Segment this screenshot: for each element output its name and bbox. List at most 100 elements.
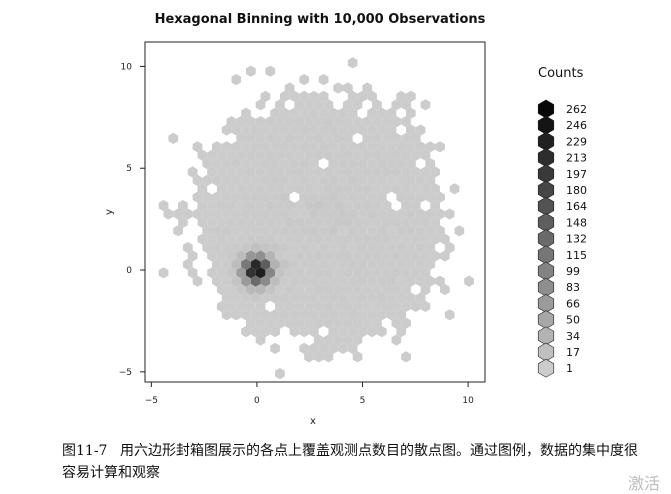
hexbin-cell bbox=[347, 258, 358, 270]
hexbin-cell bbox=[430, 233, 440, 245]
hexbin-cell bbox=[260, 90, 271, 102]
hexbin-cell bbox=[401, 267, 411, 279]
hexbin-cell bbox=[241, 242, 251, 254]
hexbin-cell bbox=[241, 174, 251, 186]
hexbin-cell bbox=[202, 174, 213, 186]
legend-hexagon bbox=[537, 294, 555, 313]
hexbin-cell bbox=[231, 174, 242, 186]
hexbin-cell bbox=[454, 225, 465, 237]
hexbin-cell bbox=[202, 191, 213, 203]
hexbin-cell bbox=[415, 258, 426, 270]
hexbin-cell bbox=[173, 208, 183, 220]
hexbin-cell bbox=[333, 132, 343, 144]
hexbin-cell bbox=[241, 107, 251, 119]
hexbin-cell bbox=[294, 216, 305, 228]
hexbin-cell bbox=[391, 300, 402, 312]
hexbin-cell bbox=[410, 132, 421, 144]
hexbin-cell bbox=[362, 149, 373, 161]
hexbin-cell bbox=[255, 233, 266, 245]
hexbin-cell bbox=[386, 225, 397, 237]
hexbin-cell bbox=[420, 166, 431, 178]
hexbin-cell bbox=[435, 225, 445, 237]
plot-frame bbox=[144, 41, 486, 383]
hexbin-cell bbox=[241, 158, 251, 170]
hexbin-cell bbox=[352, 233, 363, 245]
hexbin-cell bbox=[275, 317, 285, 329]
hexbin-cell bbox=[323, 300, 334, 312]
hexbin-cell bbox=[289, 258, 300, 270]
hexbin-cell bbox=[425, 141, 436, 153]
hexbin-cell bbox=[309, 191, 319, 203]
hexbin-cell bbox=[318, 141, 329, 153]
hexbin-cell bbox=[352, 183, 363, 195]
hexbin-cell bbox=[226, 284, 237, 296]
hexbin-cell bbox=[304, 351, 314, 363]
hexbin-cell bbox=[406, 90, 416, 102]
hexbin-cell bbox=[333, 116, 343, 128]
hexbin-cell bbox=[178, 200, 188, 212]
hexbin-cell bbox=[376, 191, 387, 203]
hexbin-cell bbox=[236, 216, 246, 228]
hexbin-cell bbox=[241, 292, 251, 304]
hexbin-cell bbox=[250, 174, 261, 186]
hexbin-cell bbox=[333, 149, 343, 161]
hexbin-cell bbox=[304, 132, 314, 144]
hexbin-cell bbox=[328, 124, 339, 136]
hexbin-cell bbox=[323, 99, 334, 111]
hexbin-cell bbox=[279, 208, 290, 220]
hexbin-cell bbox=[357, 191, 368, 203]
hexbin-cell bbox=[420, 284, 431, 296]
hexbin-cell bbox=[386, 124, 397, 136]
hexbin-cell bbox=[396, 208, 407, 220]
hexbin-cell bbox=[294, 267, 305, 279]
hexbin-cell bbox=[415, 174, 426, 186]
hexbin-cell bbox=[401, 116, 411, 128]
hexbin-cell bbox=[342, 183, 353, 195]
hexbin-cell bbox=[352, 166, 363, 178]
hexbin-cell bbox=[241, 124, 251, 136]
hexbin-cell bbox=[245, 65, 256, 77]
hexbin-cell bbox=[187, 166, 198, 178]
hexbin-cell bbox=[207, 149, 217, 161]
hexbin-cell bbox=[372, 216, 382, 228]
hexbin-cell bbox=[289, 292, 300, 304]
hexbin-cell bbox=[352, 300, 363, 312]
hexbin-cell bbox=[275, 300, 285, 312]
hexbin-cell bbox=[250, 124, 261, 136]
hexbin-cell bbox=[221, 191, 232, 203]
hexbin-cell bbox=[313, 166, 324, 178]
hexbin-cell bbox=[435, 141, 445, 153]
hexbin-cell bbox=[328, 342, 339, 354]
hexbin-cell bbox=[313, 149, 324, 161]
hexbin-cell bbox=[231, 74, 242, 86]
hexbin-cell bbox=[372, 149, 382, 161]
y-tick-label: 10 bbox=[121, 62, 133, 72]
hexbin-cell bbox=[396, 191, 407, 203]
hexbin-cell bbox=[221, 141, 232, 153]
hexbin-cell bbox=[270, 191, 280, 203]
hexbin-cell bbox=[420, 99, 431, 111]
hexbin-cell bbox=[231, 242, 242, 254]
hexbin-cell bbox=[265, 183, 276, 195]
hexbin-cell bbox=[328, 174, 339, 186]
hexbin-cell bbox=[342, 284, 353, 296]
hexbin-cell bbox=[425, 174, 436, 186]
hexbin-cell bbox=[318, 191, 329, 203]
hexbin-cell bbox=[284, 216, 295, 228]
hexbin-cell bbox=[241, 191, 251, 203]
hexbin-cell bbox=[430, 166, 440, 178]
hexbin-cell bbox=[299, 309, 310, 321]
hexbin-cell bbox=[352, 116, 363, 128]
hexbin-cell bbox=[197, 149, 208, 161]
hexbin-cell bbox=[338, 258, 348, 270]
hexbin-cell bbox=[284, 166, 295, 178]
hexbin-cell bbox=[309, 158, 319, 170]
hexbin-cell bbox=[279, 242, 290, 254]
hexbin-cell bbox=[357, 141, 368, 153]
hexbin-cell bbox=[338, 275, 348, 287]
hexbin-cell bbox=[260, 191, 271, 203]
hexbin-cell bbox=[250, 275, 261, 287]
hexbin-cell bbox=[357, 309, 368, 321]
hexbin-cell bbox=[250, 208, 261, 220]
hexbin-cell bbox=[226, 300, 237, 312]
